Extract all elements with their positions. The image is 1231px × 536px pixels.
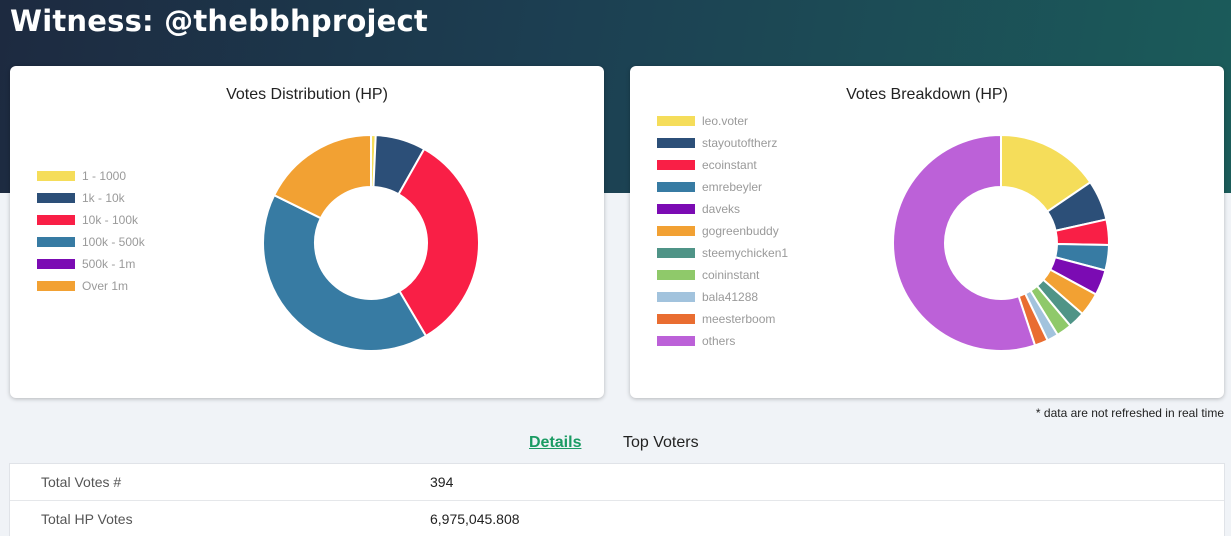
legend-item-gogreenbuddy[interactable]: gogreenbuddy bbox=[657, 220, 788, 242]
legend-item-ecoinstant[interactable]: ecoinstant bbox=[657, 154, 788, 176]
votes-distribution-card: Votes Distribution (HP) 1 - 1000 1k - 10k… bbox=[10, 66, 604, 398]
row-value: 6,975,045.808 bbox=[430, 511, 520, 527]
legend-swatch bbox=[657, 226, 695, 236]
legend-label: others bbox=[702, 334, 736, 348]
legend-item-coininstant[interactable]: coininstant bbox=[657, 264, 788, 286]
legend-label: gogreenbuddy bbox=[702, 224, 779, 238]
slice-others[interactable] bbox=[892, 133, 1037, 352]
votes-distribution-donut bbox=[262, 133, 480, 352]
legend-label: meesterboom bbox=[702, 312, 776, 326]
legend-item-meesterboom[interactable]: meesterboom bbox=[657, 308, 788, 330]
chart-title: Votes Distribution (HP) bbox=[226, 86, 388, 103]
tab-top-voters[interactable]: Top Voters bbox=[623, 434, 699, 451]
chart-legend: leo.voter stayoutoftherz ecoinstant emrebey… bbox=[657, 110, 788, 352]
legend-item-1k-10k[interactable]: 1k - 10k bbox=[37, 187, 145, 209]
legend-item-emrebeyler[interactable]: emrebeyler bbox=[657, 176, 788, 198]
legend-swatch bbox=[657, 248, 695, 258]
legend-swatch bbox=[657, 182, 695, 192]
votes-breakdown-card: Votes Breakdown (HP) leo.voter stayoutoft… bbox=[630, 66, 1224, 398]
legend-swatch bbox=[657, 204, 695, 214]
refresh-footnote: * data are not refreshed in real time bbox=[1035, 406, 1224, 420]
legend-label: 100k - 500k bbox=[82, 235, 145, 249]
tab-bar: Details Top Voters bbox=[0, 434, 1231, 454]
legend-item-over-1m[interactable]: Over 1m bbox=[37, 275, 145, 297]
legend-swatch bbox=[37, 171, 75, 181]
legend-item-stayoutoftherz[interactable]: stayoutoftherz bbox=[657, 132, 788, 154]
details-table: Total Votes # 394 Total HP Votes 6,975,0… bbox=[9, 463, 1225, 536]
slice-100k-500k[interactable] bbox=[262, 193, 428, 352]
legend-swatch bbox=[657, 160, 695, 170]
legend-swatch bbox=[37, 215, 75, 225]
legend-swatch bbox=[37, 237, 75, 247]
legend-label: 10k - 100k bbox=[82, 213, 139, 227]
legend-label: stayoutoftherz bbox=[702, 136, 778, 150]
legend-item-500k-1m[interactable]: 500k - 1m bbox=[37, 253, 145, 275]
legend-swatch bbox=[657, 138, 695, 148]
legend-swatch bbox=[657, 292, 695, 302]
legend-item-steemychicken1[interactable]: steemychicken1 bbox=[657, 242, 788, 264]
legend-swatch bbox=[657, 314, 695, 324]
chart-title: Votes Breakdown (HP) bbox=[846, 86, 1008, 103]
legend-swatch bbox=[657, 116, 695, 126]
legend-label: leo.voter bbox=[702, 114, 749, 128]
votes-breakdown-donut bbox=[892, 133, 1110, 352]
page-title: Witness: @thebbhproject bbox=[10, 4, 428, 38]
legend-swatch bbox=[657, 270, 695, 280]
legend-item-10k-100k[interactable]: 10k - 100k bbox=[37, 209, 145, 231]
legend-swatch bbox=[37, 281, 75, 291]
legend-label: steemychicken1 bbox=[702, 246, 789, 260]
slice-over-1m[interactable] bbox=[272, 133, 372, 220]
table-row: Total Votes # 394 bbox=[10, 464, 1224, 501]
legend-label: ecoinstant bbox=[702, 158, 757, 172]
legend-item-1-1000[interactable]: 1 - 1000 bbox=[37, 165, 145, 187]
legend-swatch bbox=[37, 193, 75, 203]
tab-details[interactable]: Details bbox=[529, 434, 582, 451]
table-row: Total HP Votes 6,975,045.808 bbox=[10, 501, 1224, 536]
legend-item-others[interactable]: others bbox=[657, 330, 788, 352]
slice-10k-100k[interactable] bbox=[397, 147, 480, 338]
row-label: Total Votes # bbox=[41, 474, 122, 490]
legend-label: 1k - 10k bbox=[82, 191, 125, 205]
legend-label: coininstant bbox=[702, 268, 760, 282]
legend-label: 500k - 1m bbox=[82, 257, 136, 271]
legend-swatch bbox=[657, 336, 695, 346]
legend-swatch bbox=[37, 259, 75, 269]
legend-item-100k-500k[interactable]: 100k - 500k bbox=[37, 231, 145, 253]
row-value: 394 bbox=[430, 474, 454, 490]
legend-item-daveks[interactable]: daveks bbox=[657, 198, 788, 220]
legend-label: Over 1m bbox=[82, 279, 129, 293]
row-label: Total HP Votes bbox=[41, 511, 133, 527]
legend-label: 1 - 1000 bbox=[82, 169, 127, 183]
legend-label: bala41288 bbox=[702, 290, 759, 304]
legend-label: daveks bbox=[702, 202, 741, 216]
legend-item-bala41288[interactable]: bala41288 bbox=[657, 286, 788, 308]
legend-label: emrebeyler bbox=[702, 180, 763, 194]
legend-item-leo-voter[interactable]: leo.voter bbox=[657, 110, 788, 132]
chart-legend: 1 - 1000 1k - 10k 10k - 100k 100k - 500k 500… bbox=[37, 165, 145, 297]
